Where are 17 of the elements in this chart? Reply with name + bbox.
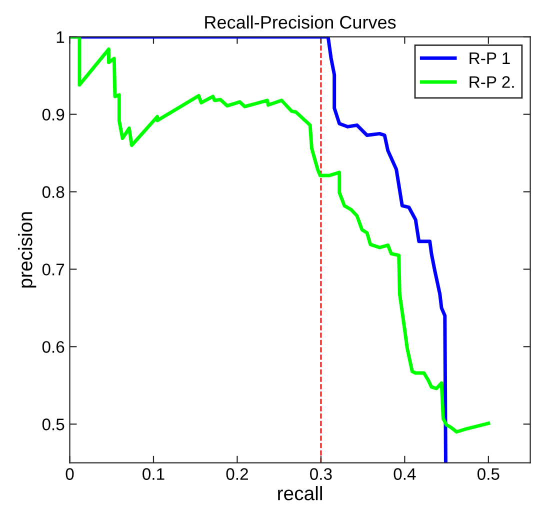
x-tick-label: 0.2 xyxy=(226,468,248,480)
y-tick-label: 0.5 xyxy=(42,418,64,430)
x-tick-label: 0.1 xyxy=(142,468,164,480)
chart-title: Recall-Precision Curves xyxy=(205,15,396,29)
legend-label: R-P 2. xyxy=(470,76,514,88)
x-tick-label: 0.4 xyxy=(394,468,416,480)
x-tick-label: 0 xyxy=(66,468,74,480)
legend-label: R-P 1 xyxy=(470,52,510,64)
y-tick-label: 0.6 xyxy=(42,341,64,353)
y-axis-title: precision xyxy=(18,212,36,288)
y-tick-label: 0.7 xyxy=(42,264,64,276)
y-tick-label: 0.8 xyxy=(42,186,64,198)
x-tick-label: 0.5 xyxy=(477,468,500,480)
x-axis-title: recall xyxy=(278,486,322,500)
y-tick-label: 0.9 xyxy=(42,108,64,121)
x-tick-label: 0.3 xyxy=(310,468,332,480)
y-tick-label: 1 xyxy=(56,31,64,43)
